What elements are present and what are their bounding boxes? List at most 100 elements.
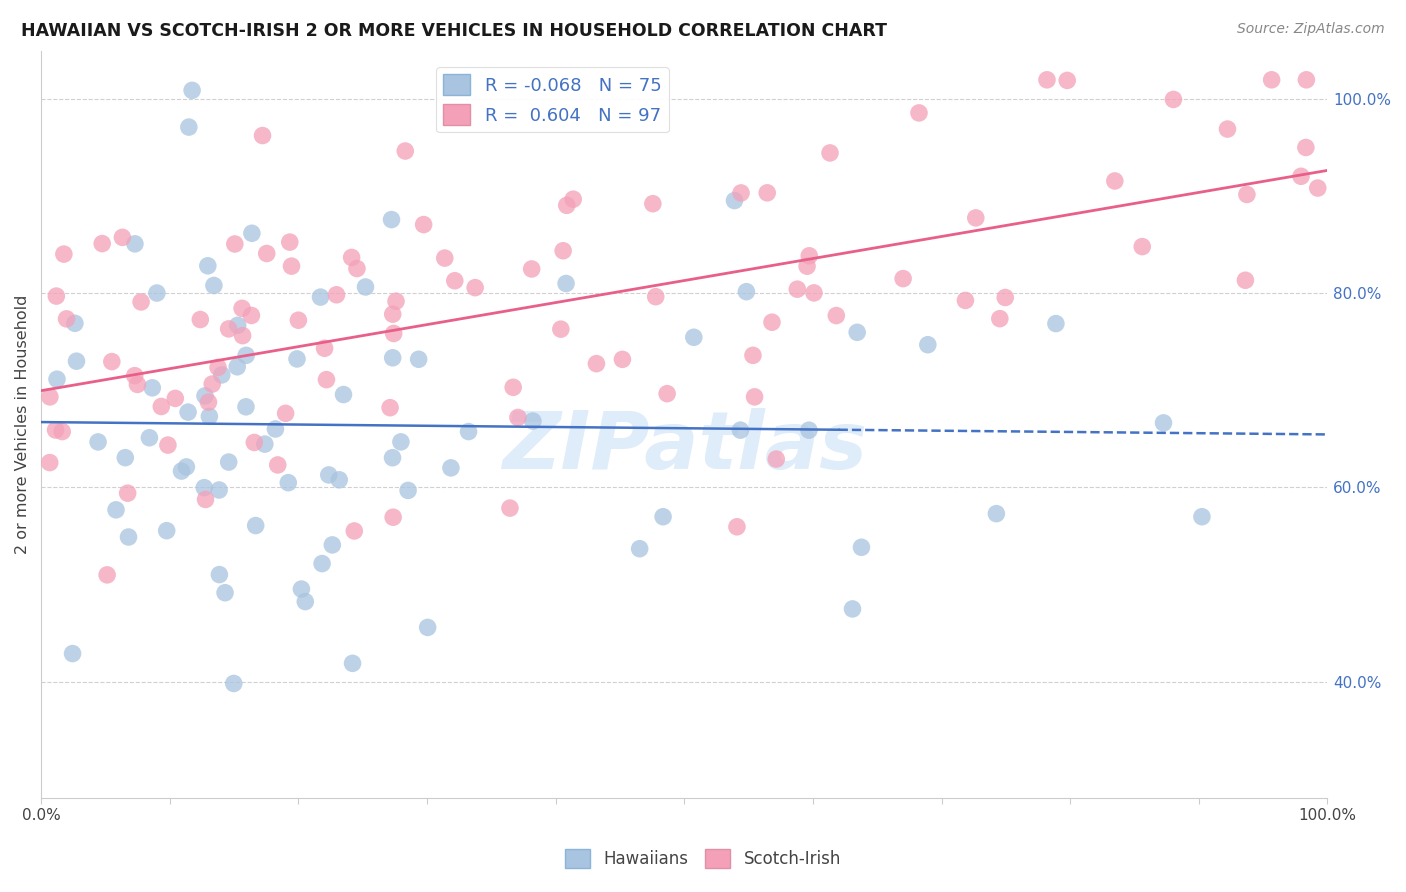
Point — [342, 657, 364, 671]
Point — [226, 359, 249, 374]
Point — [264, 422, 287, 436]
Point — [1306, 181, 1329, 195]
Point — [226, 318, 249, 333]
Point — [38, 456, 60, 470]
Point — [756, 186, 779, 200]
Point — [986, 507, 1008, 521]
Point — [240, 227, 263, 241]
Point — [796, 259, 818, 273]
Point — [555, 277, 578, 291]
Point — [502, 380, 524, 394]
Point — [150, 400, 173, 414]
Point — [841, 602, 863, 616]
Point — [207, 360, 229, 375]
Text: Source: ZipAtlas.com: Source: ZipAtlas.com — [1237, 22, 1385, 37]
Point — [730, 186, 752, 200]
Point — [208, 483, 231, 497]
Point — [628, 541, 651, 556]
Point — [214, 586, 236, 600]
Point — [321, 538, 343, 552]
Point — [188, 312, 211, 326]
Point — [274, 406, 297, 420]
Point — [381, 351, 404, 365]
Point — [52, 247, 75, 261]
Point — [245, 518, 267, 533]
Point — [742, 348, 765, 362]
Point — [232, 328, 254, 343]
Point — [235, 348, 257, 362]
Point — [96, 567, 118, 582]
Point — [101, 354, 124, 368]
Point — [891, 271, 914, 285]
Point — [65, 354, 87, 368]
Point — [725, 520, 748, 534]
Point — [765, 452, 787, 467]
Point — [224, 237, 246, 252]
Point — [63, 316, 86, 330]
Point — [124, 236, 146, 251]
Point — [311, 557, 333, 571]
Point — [1130, 239, 1153, 253]
Point — [309, 290, 332, 304]
Point — [138, 431, 160, 445]
Point — [416, 620, 439, 634]
Point — [799, 249, 821, 263]
Point — [231, 301, 253, 316]
Point — [825, 309, 848, 323]
Y-axis label: 2 or more Vehicles in Household: 2 or more Vehicles in Household — [15, 294, 30, 554]
Point — [612, 352, 634, 367]
Point — [730, 423, 752, 437]
Point — [201, 377, 224, 392]
Point — [87, 434, 110, 449]
Point — [141, 381, 163, 395]
Point — [1295, 140, 1317, 154]
Point — [652, 509, 675, 524]
Point — [267, 458, 290, 472]
Point — [176, 459, 198, 474]
Point — [381, 450, 404, 465]
Point — [1216, 122, 1239, 136]
Point — [520, 262, 543, 277]
Point — [294, 594, 316, 608]
Point — [499, 501, 522, 516]
Point — [117, 486, 139, 500]
Point — [280, 259, 302, 273]
Point — [170, 464, 193, 478]
Point — [851, 541, 873, 555]
Point — [385, 294, 408, 309]
Point — [91, 236, 114, 251]
Point — [315, 373, 337, 387]
Point — [240, 309, 263, 323]
Point — [45, 289, 67, 303]
Point — [208, 567, 231, 582]
Point — [761, 315, 783, 329]
Point — [290, 582, 312, 596]
Point — [198, 409, 221, 424]
Text: ZIPatlas: ZIPatlas — [502, 408, 866, 486]
Point — [218, 455, 240, 469]
Point — [433, 251, 456, 265]
Point — [1260, 72, 1282, 87]
Point — [585, 357, 607, 371]
Point — [197, 395, 219, 409]
Point — [1036, 72, 1059, 87]
Point — [211, 368, 233, 382]
Point — [655, 386, 678, 401]
Point — [522, 414, 544, 428]
Point — [314, 341, 336, 355]
Point — [256, 246, 278, 260]
Legend: Hawaiians, Scotch-Irish: Hawaiians, Scotch-Irish — [558, 842, 848, 875]
Point — [62, 647, 84, 661]
Point — [412, 218, 434, 232]
Point — [285, 351, 308, 366]
Point — [394, 144, 416, 158]
Point — [197, 259, 219, 273]
Point — [51, 425, 73, 439]
Point — [382, 510, 405, 524]
Point — [243, 435, 266, 450]
Point — [555, 198, 578, 212]
Point — [194, 389, 217, 403]
Point — [117, 530, 139, 544]
Point — [124, 368, 146, 383]
Point — [735, 285, 758, 299]
